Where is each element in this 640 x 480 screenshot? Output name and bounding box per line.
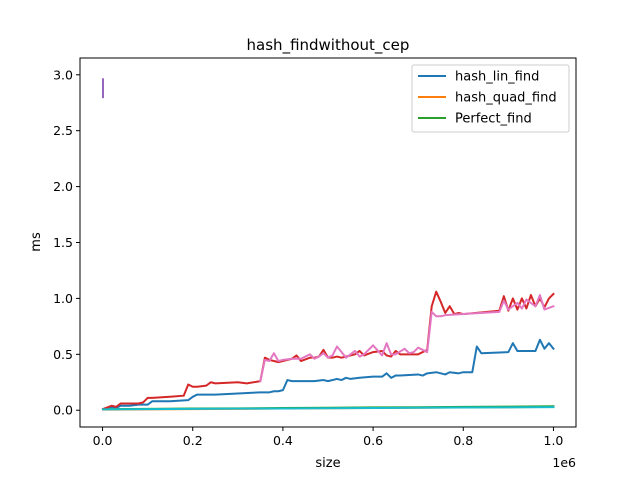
y-tick-label: 1.5	[53, 235, 73, 250]
y-axis-label: ms	[29, 232, 44, 252]
series-line-unlabeled-3	[101, 290, 555, 411]
series-line-unlabeled-4	[259, 294, 555, 383]
x-axis-label: size	[315, 456, 340, 471]
y-tick-label: 2.0	[53, 179, 73, 194]
series-line-hash-lin-find	[101, 338, 555, 411]
x-axis-ticks: 0.0 0.2 0.4 0.6 0.8 1.0	[93, 427, 564, 448]
x-tick-label: 0.8	[453, 433, 473, 448]
y-tick-label: 3.0	[53, 67, 73, 82]
legend: hash_lin_find hash_quad_find Perfect_fin…	[411, 64, 570, 133]
y-axis-ticks: 0.0 0.5 1.0 1.5 2.0 2.5 3.0	[53, 67, 80, 418]
x-tick-label: 0.6	[363, 433, 383, 448]
y-tick-label: 1.0	[53, 291, 73, 306]
legend-label-perfect-find: Perfect_find	[455, 112, 532, 127]
series-layer	[101, 78, 555, 411]
x-axis-offset-text: 1e6	[552, 455, 576, 470]
legend-label-hash-lin-find: hash_lin_find	[455, 70, 539, 85]
y-tick-label: 0.0	[53, 403, 73, 418]
x-tick-label: 0.4	[273, 433, 293, 448]
x-tick-label: 1.0	[544, 433, 564, 448]
y-tick-label: 0.5	[53, 347, 73, 362]
legend-box	[411, 64, 570, 133]
legend-label-hash-quad-find: hash_quad_find	[455, 91, 557, 106]
x-tick-label: 0.2	[183, 433, 203, 448]
y-tick-label: 2.5	[53, 123, 73, 138]
series-line-unlabeled-6	[101, 406, 555, 411]
x-tick-label: 0.0	[93, 433, 113, 448]
chart-title: hash_findwithout_cep	[247, 36, 410, 55]
